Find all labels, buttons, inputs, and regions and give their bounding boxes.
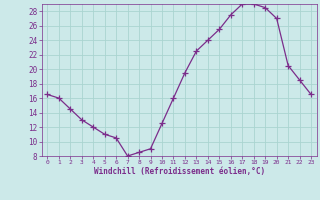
X-axis label: Windchill (Refroidissement éolien,°C): Windchill (Refroidissement éolien,°C)	[94, 167, 265, 176]
